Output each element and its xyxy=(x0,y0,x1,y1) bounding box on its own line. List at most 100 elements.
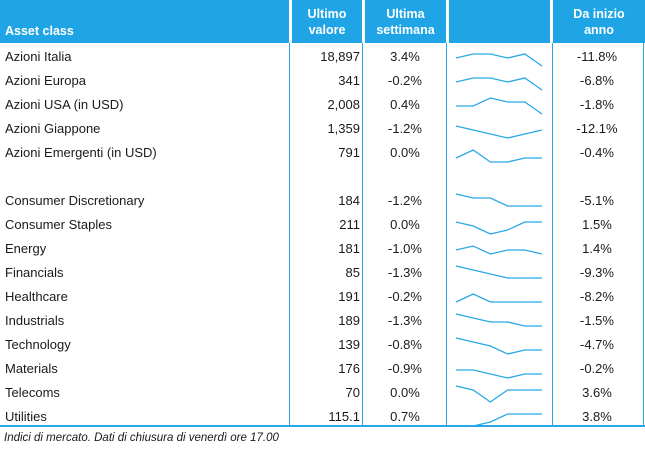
weekly-change: -1.2% xyxy=(388,193,422,208)
last-value: 1,359 xyxy=(327,121,360,136)
ytd-change: -9.3% xyxy=(580,265,614,280)
asset-name: Azioni Giappone xyxy=(5,121,101,136)
table-row: Healthcare 191 -0.2% -8.2% xyxy=(0,285,645,309)
sparkline-path xyxy=(455,53,543,67)
ytd-change: -0.2% xyxy=(580,361,614,376)
sparkline xyxy=(455,265,542,279)
sparkline xyxy=(455,149,542,163)
weekly-change: 0.0% xyxy=(390,145,420,160)
ytd-change: -12.1% xyxy=(576,121,618,136)
sparkline-path xyxy=(455,313,542,327)
asset-name: Energy xyxy=(5,241,47,256)
ytd-change: 3.6% xyxy=(582,385,612,400)
sparkline xyxy=(455,337,542,355)
ytd-change: 3.8% xyxy=(582,409,612,424)
sparkline-path xyxy=(455,125,543,139)
ytd-change: -8.2% xyxy=(580,289,614,304)
table-row: Azioni Europa 341 -0.2% -6.8% xyxy=(0,69,645,93)
last-value: 191 xyxy=(338,289,360,304)
last-value: 211 xyxy=(339,217,360,232)
weekly-change: 3.4% xyxy=(390,49,420,64)
last-value: 176 xyxy=(338,361,360,376)
weekly-change: 0.4% xyxy=(390,97,420,112)
sparkline-path xyxy=(455,385,542,403)
asset-name: Healthcare xyxy=(5,289,68,304)
asset-name: Azioni Emergenti (in USD) xyxy=(5,145,157,160)
last-value: 181 xyxy=(338,241,360,256)
ytd-change: -1.8% xyxy=(580,97,614,112)
last-value: 115.1 xyxy=(328,409,360,424)
header-asset-class: Asset class xyxy=(0,0,289,43)
last-value: 791 xyxy=(338,145,360,160)
asset-name: Azioni Italia xyxy=(5,49,72,64)
weekly-change: -1.0% xyxy=(388,241,422,256)
sparkline-path xyxy=(455,149,542,163)
last-value: 85 xyxy=(345,265,360,280)
sparkline xyxy=(455,313,542,327)
table-row: Financials 85 -1.3% -9.3% xyxy=(0,261,645,285)
table-row: Consumer Staples 211 0.0% 1.5% xyxy=(0,213,645,237)
weekly-change: 0.7% xyxy=(390,409,420,424)
last-value: 189 xyxy=(338,313,360,328)
table-row: Technology 139 -0.8% -4.7% xyxy=(0,333,645,357)
weekly-change: -0.2% xyxy=(388,73,422,88)
last-value: 184 xyxy=(338,193,360,208)
table-row: Telecoms 70 0.0% 3.6% xyxy=(0,381,645,405)
table-bottom-line xyxy=(0,425,645,427)
last-value: 139 xyxy=(338,337,360,352)
asset-name: Financials xyxy=(5,265,64,280)
sparkline-path xyxy=(455,293,542,303)
weekly-change: -0.8% xyxy=(388,337,422,352)
asset-name: Consumer Discretionary xyxy=(5,193,145,208)
sparkline-path xyxy=(455,221,542,235)
header-last-week: Ultima settimana xyxy=(362,0,446,43)
table-row: Materials 176 -0.9% -0.2% xyxy=(0,357,645,381)
asset-name: Azioni Europa xyxy=(5,73,86,88)
divider-trend-right xyxy=(552,43,553,425)
table-row: Industrials 189 -1.3% -1.5% xyxy=(0,309,645,333)
sparkline-path xyxy=(456,369,542,379)
table-header: Asset class Ultimo valore Ultima settimana… xyxy=(0,0,645,43)
sparkline-path xyxy=(455,245,543,255)
divider-value xyxy=(289,43,290,425)
asset-name: Utilities xyxy=(5,409,47,424)
sparkline-path xyxy=(455,337,542,355)
ytd-change: -6.8% xyxy=(580,73,614,88)
sparkline xyxy=(455,293,542,303)
last-value: 2,008 xyxy=(327,97,360,112)
divider-trend xyxy=(446,43,447,425)
weekly-change: -0.9% xyxy=(388,361,422,376)
sparkline xyxy=(455,53,543,67)
ytd-change: 1.4% xyxy=(582,241,612,256)
weekly-change: -1.2% xyxy=(388,121,422,136)
asset-name: Telecoms xyxy=(5,385,60,400)
divider-right xyxy=(643,43,644,425)
ytd-change: -0.4% xyxy=(580,145,614,160)
asset-name: Industrials xyxy=(5,313,65,328)
header-last-value: Ultimo valore xyxy=(289,0,362,43)
sparkline xyxy=(455,245,543,255)
last-value: 341 xyxy=(338,73,360,88)
weekly-change: 0.0% xyxy=(390,217,420,232)
header-trend xyxy=(446,0,553,43)
ytd-change: 1.5% xyxy=(582,217,612,232)
asset-name: Materials xyxy=(5,361,58,376)
last-value: 18,897 xyxy=(320,49,360,64)
sparkline xyxy=(455,221,542,235)
sparkline xyxy=(455,385,542,403)
asset-name: Technology xyxy=(5,337,71,352)
table-row: Azioni Emergenti (in USD) 791 0.0% -0.4% xyxy=(0,141,645,165)
sparkline-path xyxy=(455,265,542,279)
ytd-change: -5.1% xyxy=(580,193,614,208)
ytd-change: -4.7% xyxy=(580,337,614,352)
asset-name: Consumer Staples xyxy=(5,217,112,232)
sparkline xyxy=(456,369,542,379)
ytd-change: -1.5% xyxy=(580,313,614,328)
table-row: Azioni USA (in USD) 2,008 0.4% -1.8% xyxy=(0,93,645,117)
sparkline xyxy=(455,125,543,139)
sparkline xyxy=(455,77,543,91)
sparkline xyxy=(456,97,543,115)
ytd-change: -11.8% xyxy=(576,49,618,64)
table-row: Azioni Giappone 1,359 -1.2% -12.1% xyxy=(0,117,645,141)
weekly-change: -1.3% xyxy=(388,313,422,328)
